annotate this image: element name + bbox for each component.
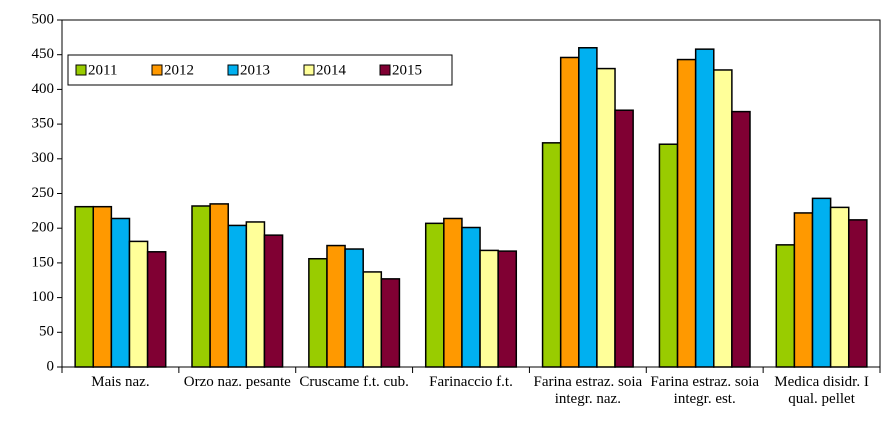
bar (676, 58, 697, 368)
y-tick-label: 200 (32, 220, 55, 236)
bar (694, 48, 715, 368)
y-tick-label: 250 (32, 185, 55, 201)
bar (74, 205, 95, 368)
bar (424, 222, 445, 368)
legend-swatch (151, 64, 163, 76)
y-tick-label: 500 (32, 11, 55, 27)
bar (128, 240, 149, 368)
legend-label: 2015 (392, 62, 422, 78)
y-tick-label: 0 (47, 358, 55, 374)
bar (110, 217, 131, 368)
bar (559, 56, 580, 368)
bar (541, 142, 562, 368)
y-tick-label: 350 (32, 116, 55, 132)
bar (614, 109, 634, 368)
x-tick-label: Medica disidr. I qual. pellet (774, 374, 869, 407)
y-tick-label: 50 (39, 324, 54, 340)
bar (731, 110, 751, 368)
legend-swatch (75, 64, 87, 76)
bar (245, 221, 266, 368)
legend-label: 2013 (240, 62, 270, 78)
x-tick-label: Mais naz. (91, 374, 150, 390)
y-tick-label: 300 (32, 150, 55, 166)
bar (461, 226, 481, 368)
bar (344, 248, 364, 368)
y-tick-label: 150 (32, 254, 55, 270)
bar (829, 206, 850, 368)
legend-swatch (227, 64, 239, 76)
y-tick-label: 100 (32, 289, 55, 305)
bar (713, 69, 733, 368)
bar (191, 205, 211, 368)
bar (92, 205, 113, 368)
bar (847, 219, 868, 368)
legend-swatch (379, 64, 391, 76)
bar (227, 224, 248, 368)
bar (775, 244, 796, 368)
bar (479, 249, 499, 368)
legend-label: 2012 (164, 62, 194, 78)
y-tick-label: 450 (32, 46, 55, 62)
x-tick-label: Farinaccio f.t. (429, 374, 513, 390)
x-tick-label: Cruscame f.t. cub. (299, 374, 409, 390)
bar (811, 197, 832, 368)
legend-swatch (303, 64, 315, 76)
x-tick-label: Orzo naz. pesante (183, 374, 291, 390)
y-tick-label: 400 (32, 81, 55, 97)
bar (443, 217, 463, 368)
bar (793, 212, 814, 368)
bar (658, 143, 679, 368)
x-tick-label: Farina estraz. soia integr. est. (650, 374, 760, 407)
legend-label: 2014 (316, 62, 347, 78)
legend-label: 2011 (88, 62, 117, 78)
bar (209, 203, 229, 368)
bar (380, 278, 401, 368)
bar (497, 250, 518, 368)
bar (263, 234, 284, 368)
bar (596, 67, 616, 368)
bar (326, 244, 346, 368)
bar (146, 251, 167, 368)
bar (578, 47, 598, 368)
bar (362, 271, 383, 368)
bar (308, 257, 328, 368)
x-tick-label: Farina estraz. soia integr. naz. (533, 374, 643, 407)
